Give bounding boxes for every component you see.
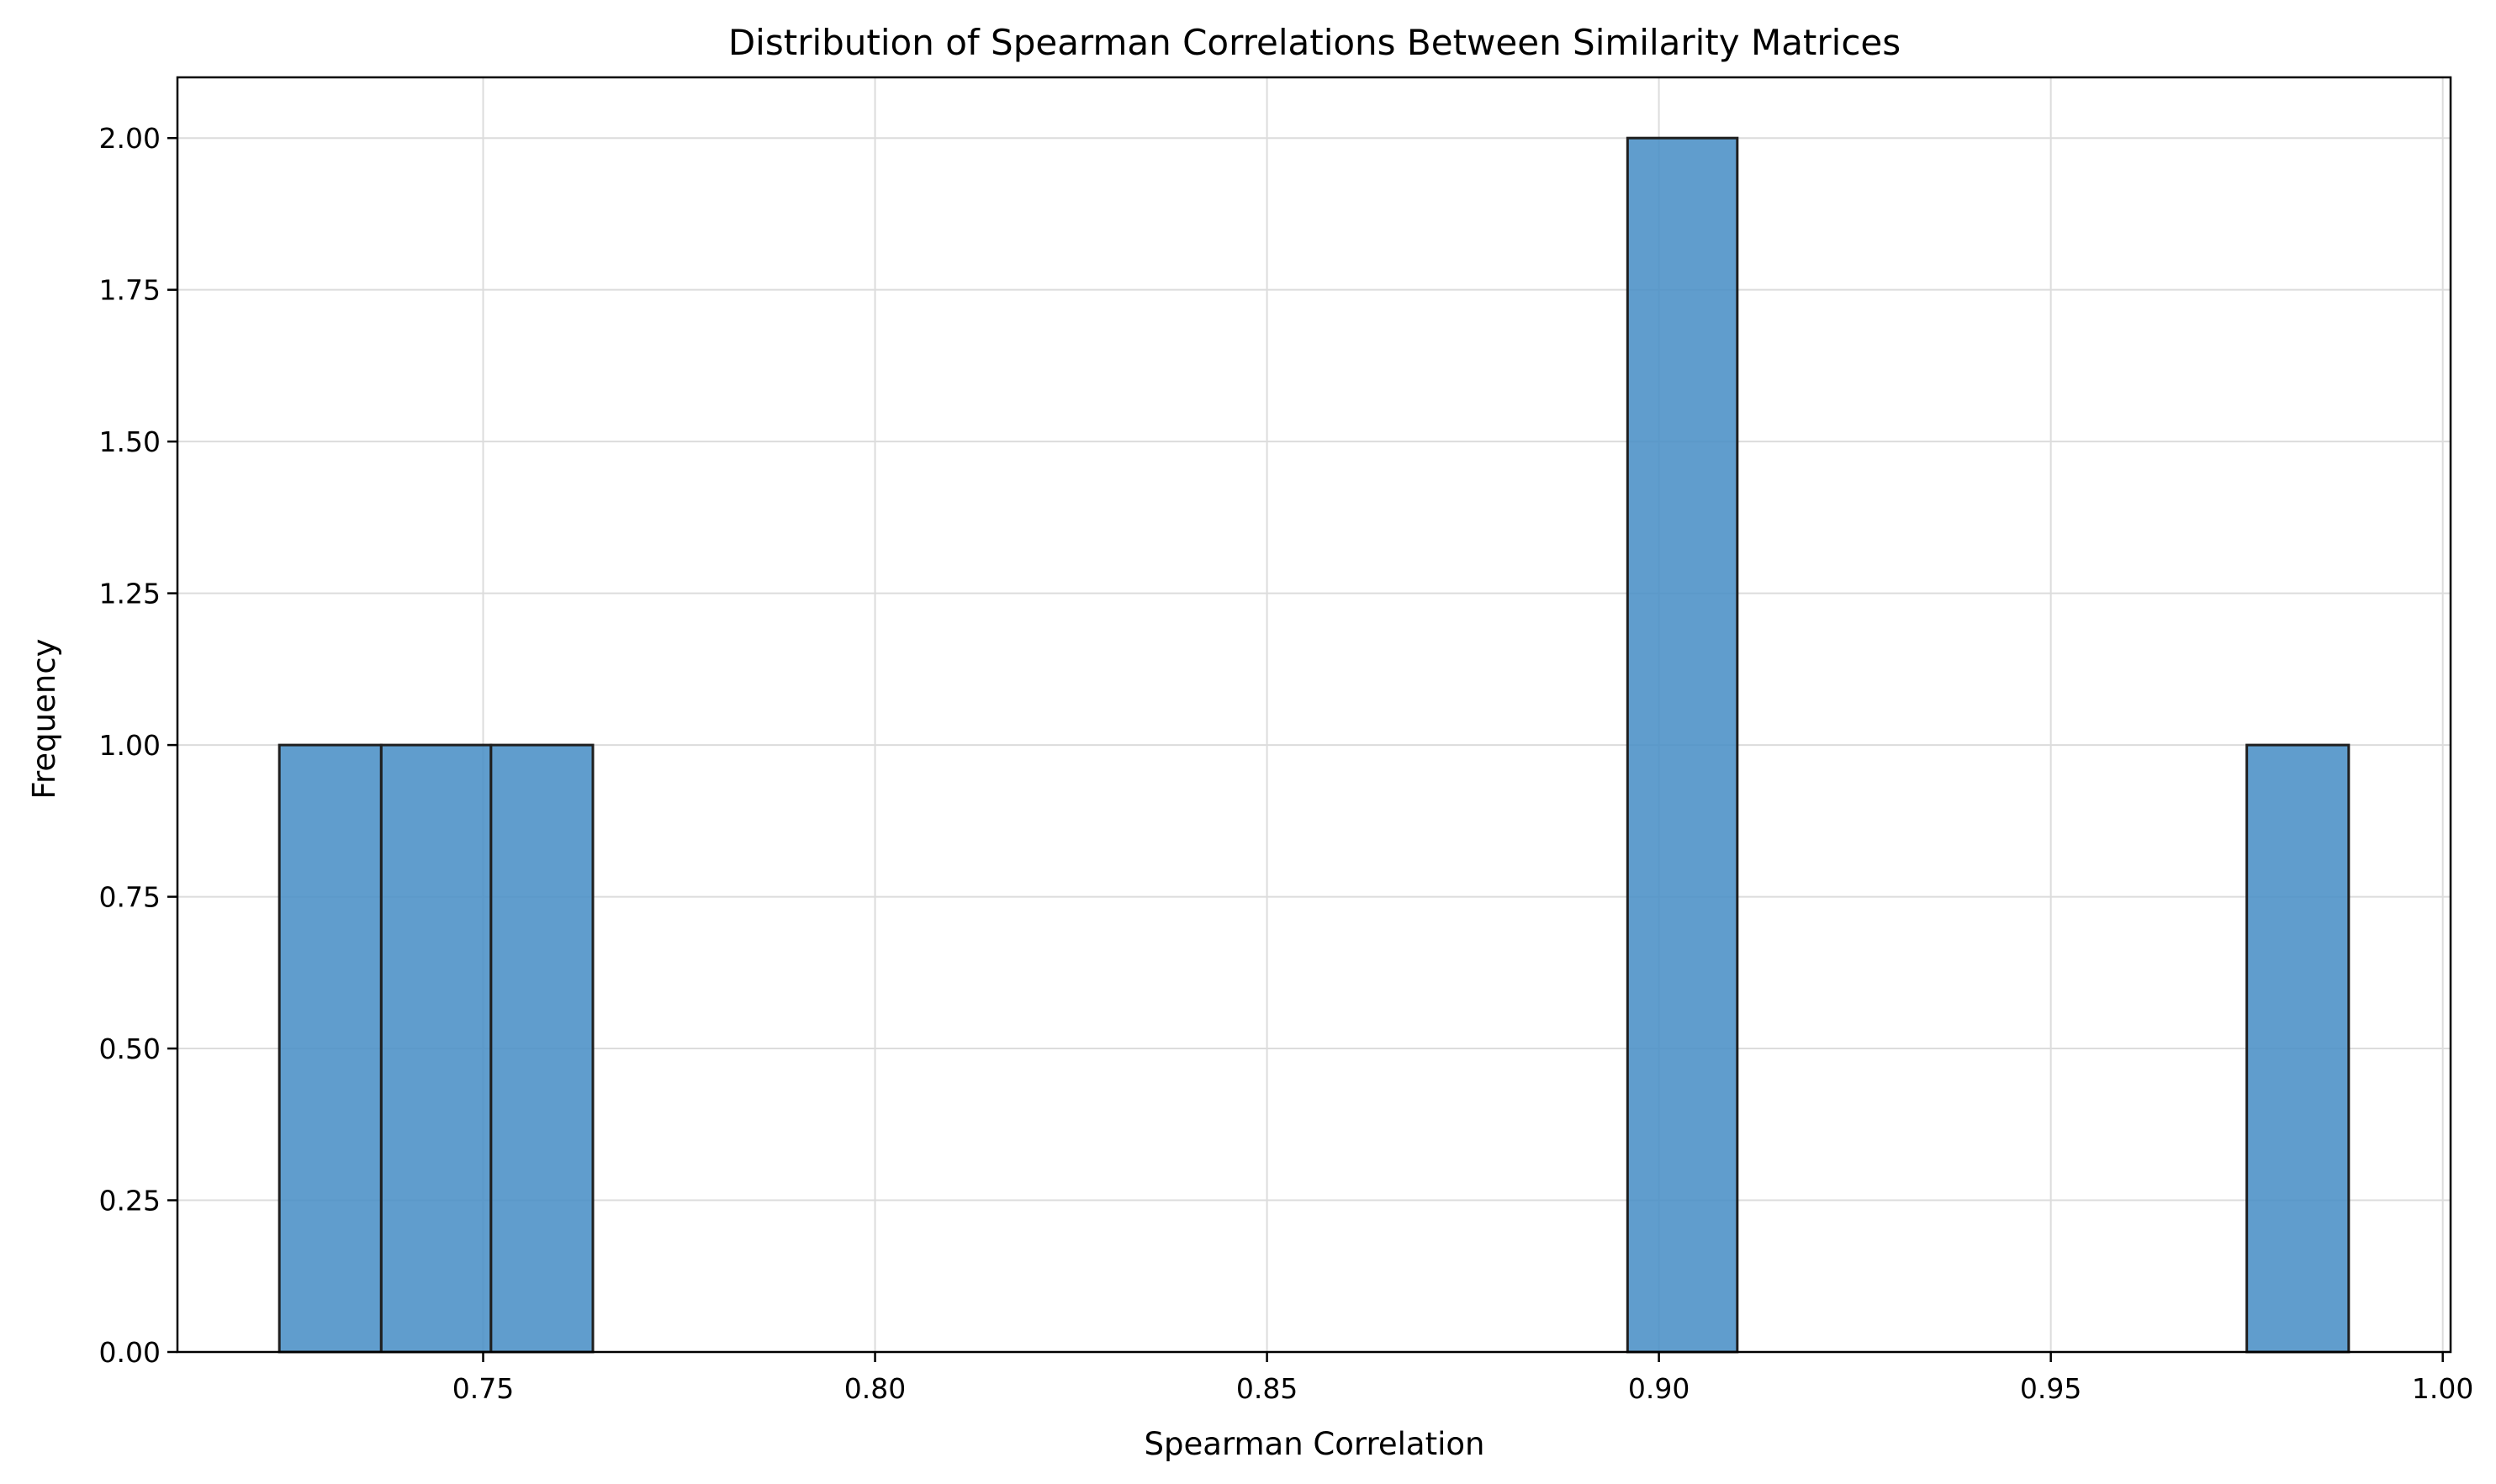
x-tick-label: 0.75 bbox=[452, 1372, 514, 1405]
histogram-bar bbox=[1626, 136, 1739, 1354]
y-tick-label: 1.50 bbox=[99, 425, 161, 458]
y-axis-label: Frequency bbox=[26, 638, 62, 799]
histogram-bar bbox=[489, 743, 595, 1354]
y-tick-label: 0.75 bbox=[99, 881, 161, 914]
x-axis-ticks: 0.75 0.80 0.85 0.90 0.95 1.00 bbox=[452, 1352, 2473, 1405]
x-axis-label: Spearman Correlation bbox=[1145, 1426, 1485, 1462]
x-tick-label: 0.95 bbox=[2020, 1372, 2081, 1405]
x-tick-label: 0.85 bbox=[1236, 1372, 1298, 1405]
y-tick-label: 2.00 bbox=[99, 122, 161, 155]
y-tick-label: 0.50 bbox=[99, 1032, 161, 1065]
y-tick-label: 1.75 bbox=[99, 274, 161, 307]
x-tick-label: 0.80 bbox=[844, 1372, 906, 1405]
histogram-bar bbox=[278, 743, 383, 1354]
y-tick-label: 1.00 bbox=[99, 729, 161, 762]
chart-title: Distribution of Spearman Correlations Be… bbox=[728, 22, 1901, 63]
x-tick-label: 1.00 bbox=[2412, 1372, 2473, 1405]
y-tick-label: 1.25 bbox=[99, 578, 161, 610]
histogram-bar bbox=[379, 743, 493, 1354]
histogram-bar bbox=[2245, 743, 2351, 1354]
x-tick-label: 0.90 bbox=[1628, 1372, 1690, 1405]
y-tick-label: 0.25 bbox=[99, 1185, 161, 1217]
y-axis-ticks: 0.00 0.25 0.50 0.75 1.00 1.25 1.50 1.75 2.00 bbox=[99, 122, 177, 1369]
y-tick-label: 0.00 bbox=[99, 1336, 161, 1369]
plot-frame bbox=[176, 76, 2452, 1354]
histogram-bars bbox=[278, 136, 2351, 1354]
